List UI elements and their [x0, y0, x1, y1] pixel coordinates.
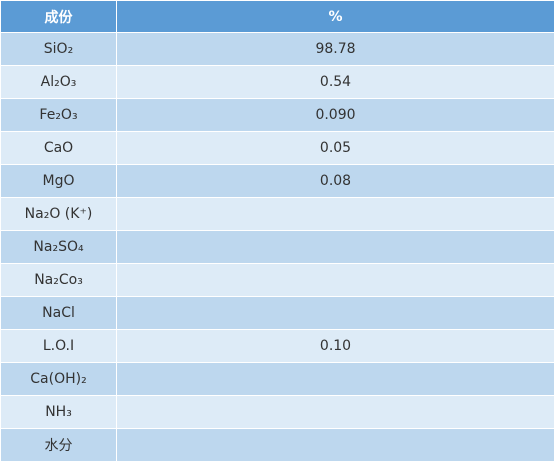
table-row: Al₂O₃ 0.54: [0, 65, 555, 99]
percent-cell: 0.10: [116, 329, 555, 363]
table-header: 成份 %: [0, 0, 555, 33]
component-cell: CaO: [0, 131, 117, 165]
component-cell: SiO₂: [0, 32, 117, 66]
percent-cell: 98.78: [116, 32, 555, 66]
component-cell: NH₃: [0, 395, 117, 429]
table-row: MgO 0.08: [0, 164, 555, 198]
table-row: Ca(OH)₂: [0, 362, 555, 396]
table-row: NH₃: [0, 395, 555, 429]
percent-cell: 0.090: [116, 98, 555, 132]
component-cell: MgO: [0, 164, 117, 198]
table-row: L.O.I 0.10: [0, 329, 555, 363]
table-row: CaO 0.05: [0, 131, 555, 165]
percent-cell: 0.05: [116, 131, 555, 165]
component-cell: 水分: [0, 428, 117, 461]
percent-cell: 0.54: [116, 65, 555, 99]
component-cell: Ca(OH)₂: [0, 362, 117, 396]
percent-cell: [116, 428, 555, 461]
percent-cell: [116, 197, 555, 231]
header-row: 成份 %: [0, 0, 555, 33]
component-cell: Na₂Co₃: [0, 263, 117, 297]
percent-cell: [116, 362, 555, 396]
percent-cell: 0.08: [116, 164, 555, 198]
percent-cell: [116, 230, 555, 264]
table-row: NaCl: [0, 296, 555, 330]
component-cell: Al₂O₃: [0, 65, 117, 99]
component-cell: NaCl: [0, 296, 117, 330]
table-row: Fe₂O₃ 0.090: [0, 98, 555, 132]
table-row: Na₂O (K⁺): [0, 197, 555, 231]
table-body: SiO₂ 98.78 Al₂O₃ 0.54 Fe₂O₃ 0.090 CaO 0.05 MgO 0.…: [0, 32, 555, 461]
header-cell: 成份: [0, 0, 117, 33]
percent-cell: [116, 263, 555, 297]
table-row: 水分: [0, 428, 555, 461]
percent-cell: [116, 296, 555, 330]
percent-cell: [116, 395, 555, 429]
table-row: Na₂SO₄: [0, 230, 555, 264]
component-cell: Na₂SO₄: [0, 230, 117, 264]
header-cell: %: [116, 0, 555, 33]
table-row: SiO₂ 98.78: [0, 32, 555, 66]
component-cell: L.O.I: [0, 329, 117, 363]
component-cell: Na₂O (K⁺): [0, 197, 117, 231]
table-row: Na₂Co₃: [0, 263, 555, 297]
component-cell: Fe₂O₃: [0, 98, 117, 132]
